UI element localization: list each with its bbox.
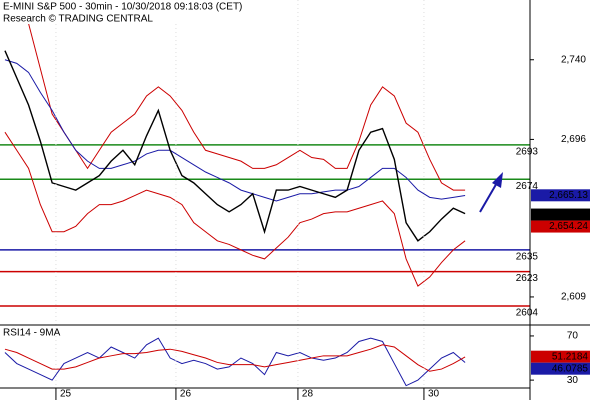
arrow (479, 172, 503, 213)
price-box-label: 46.0785 (552, 363, 589, 374)
x-tick-label: 28 (302, 389, 314, 400)
rsi-line (4, 344, 466, 372)
price-box (531, 350, 590, 363)
level-label: 2674 (516, 181, 539, 192)
series-line (4, 59, 466, 202)
x-tick-label: 25 (60, 389, 72, 400)
price-box (531, 208, 590, 221)
price-box-label: 51.2184 (552, 351, 589, 362)
series-line (4, 1, 466, 191)
x-tick-label: 30 (428, 389, 440, 400)
series-line (4, 131, 466, 287)
y-tick-label: 2,609 (561, 292, 586, 303)
level-label: 2623 (516, 273, 539, 284)
rsi-tick-label: 70 (567, 331, 579, 342)
price-box-label: 2,654.24 (549, 221, 588, 232)
chart-title: E-MINI S&P 500 - 30min - 10/30/2018 09:1… (3, 2, 242, 13)
header-bg (0, 0, 265, 24)
level-label: 2604 (516, 308, 539, 319)
level-label: 2635 (516, 252, 539, 263)
rsi-tick-label: 30 (567, 375, 579, 386)
price-box (531, 362, 590, 375)
chart-subtitle: Research © TRADING CENTRAL (3, 14, 153, 25)
price-box-label: 2,654.5 (555, 209, 589, 220)
price-box-label: 2,665.13 (549, 190, 588, 201)
series-line (4, 50, 466, 242)
level-label: 2693 (516, 146, 539, 157)
plot-area (0, 0, 530, 388)
rsi-title: RSI14 - 9MA (3, 328, 61, 339)
y-tick-label: 2,740 (561, 54, 586, 65)
x-tick-label: 26 (180, 389, 192, 400)
y-tick-label: 2,696 (561, 134, 586, 145)
price-box (531, 220, 590, 233)
price-box (531, 189, 590, 202)
rsi-line (4, 337, 466, 387)
